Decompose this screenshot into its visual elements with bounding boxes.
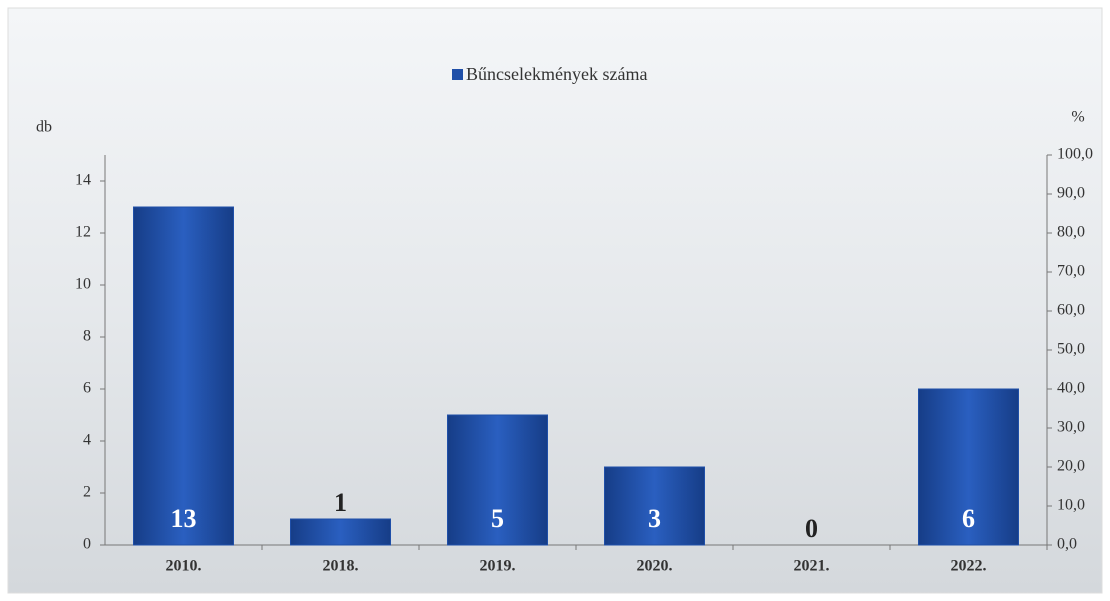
y-tick-label: 8	[83, 328, 91, 345]
data-label: 3	[648, 504, 661, 533]
y2-tick-label: 10,0	[1057, 497, 1085, 514]
bar	[134, 207, 234, 545]
y2-tick-label: 90,0	[1057, 185, 1085, 202]
y2-tick-label: 20,0	[1057, 458, 1085, 475]
y2-tick-label: 30,0	[1057, 419, 1085, 436]
y2-tick-label: 50,0	[1057, 341, 1085, 358]
bar	[291, 519, 391, 545]
data-label: 13	[171, 504, 197, 533]
y-tick-label: 10	[75, 276, 91, 293]
y2-tick-label: 70,0	[1057, 263, 1085, 280]
x-tick-label: 2019.	[480, 558, 516, 575]
page: {"chart_data": {"type": "bar", "categori…	[0, 0, 1110, 601]
y-tick-label: 14	[75, 172, 91, 189]
y-tick-label: 4	[83, 432, 91, 449]
y2-tick-label: 40,0	[1057, 380, 1085, 397]
legend-swatch	[452, 69, 463, 80]
x-tick-label: 2010.	[166, 558, 202, 575]
data-label: 0	[805, 514, 818, 543]
y2-tick-label: 0,0	[1057, 536, 1077, 553]
data-label: 1	[334, 488, 347, 517]
x-tick-label: 2021.	[794, 558, 830, 575]
y-tick-label: 0	[83, 536, 91, 553]
chart: db % Bűncselekmények száma 024681012140,…	[0, 0, 1110, 601]
x-tick-label: 2020.	[637, 558, 673, 575]
x-tick-label: 2022.	[951, 558, 987, 575]
y2-tick-label: 100,0	[1057, 146, 1093, 163]
y-tick-label: 6	[83, 380, 91, 397]
data-label: 6	[962, 504, 975, 533]
y-tick-label: 2	[83, 484, 91, 501]
y2-tick-label: 60,0	[1057, 302, 1085, 319]
y-tick-label: 12	[75, 224, 91, 241]
y2-axis-label: %	[1071, 109, 1084, 126]
legend-label: Bűncselekmények száma	[466, 64, 647, 84]
data-label: 5	[491, 504, 504, 533]
x-tick-label: 2018.	[323, 558, 359, 575]
y2-tick-label: 80,0	[1057, 224, 1085, 241]
y-axis-label: db	[36, 119, 52, 136]
